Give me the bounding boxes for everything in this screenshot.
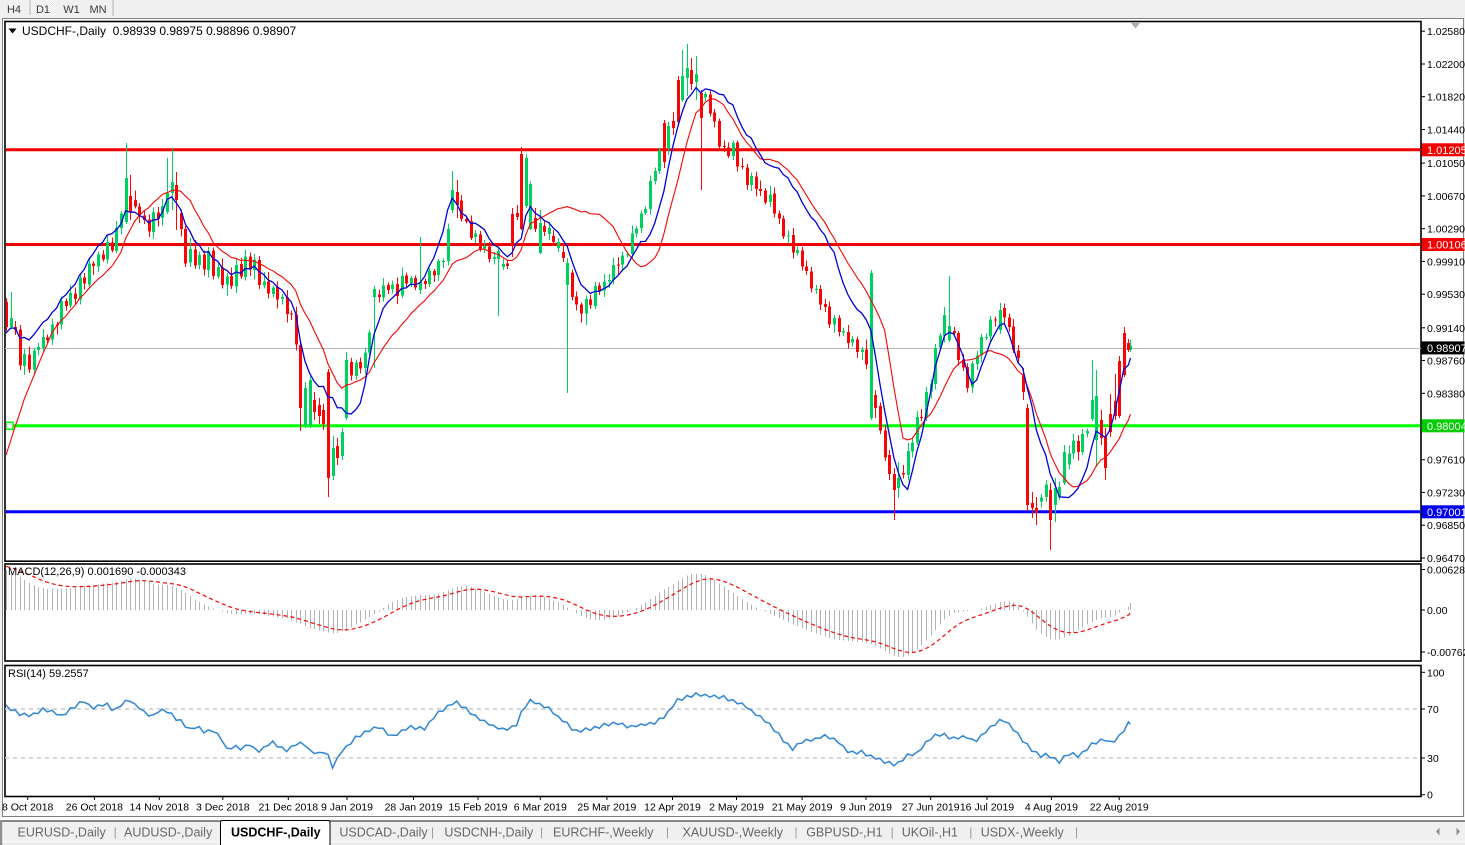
svg-text:16 Jul 2019: 16 Jul 2019: [960, 802, 1014, 814]
svg-text:W1: W1: [63, 4, 80, 16]
svg-text:0.98004: 0.98004: [1427, 421, 1465, 433]
svg-text:0.98380: 0.98380: [1427, 388, 1465, 400]
svg-text:1.02580: 1.02580: [1427, 26, 1465, 38]
svg-text:0.99140: 0.99140: [1427, 323, 1465, 335]
svg-text:|: |: [1075, 825, 1078, 839]
svg-text:0.98760: 0.98760: [1427, 356, 1465, 368]
svg-text:|: |: [969, 825, 972, 839]
svg-text:26 Oct 2018: 26 Oct 2018: [66, 802, 123, 814]
svg-text:28 Jan 2019: 28 Jan 2019: [385, 802, 443, 814]
svg-text:30: 30: [1427, 753, 1439, 765]
svg-text:1.01205: 1.01205: [1427, 145, 1465, 157]
svg-text:AUDUSD-,Daily: AUDUSD-,Daily: [124, 826, 213, 840]
svg-text:|: |: [666, 825, 669, 839]
svg-text:USDX-,Weekly: USDX-,Weekly: [981, 826, 1065, 840]
svg-text:|: |: [431, 825, 434, 839]
svg-text:|: |: [540, 825, 543, 839]
svg-text:D1: D1: [36, 4, 50, 16]
svg-text:1.00106: 1.00106: [1427, 240, 1465, 252]
svg-text:0.00: 0.00: [1427, 605, 1448, 617]
svg-text:6 Mar 2019: 6 Mar 2019: [514, 802, 567, 814]
svg-text:0.97230: 0.97230: [1427, 487, 1465, 499]
svg-text:MACD(12,26,9) 0.001690 -0.0003: MACD(12,26,9) 0.001690 -0.000343: [8, 566, 186, 578]
svg-text:XAUUSD-,Weekly: XAUUSD-,Weekly: [683, 826, 784, 840]
svg-text:GBPUSD-,H1: GBPUSD-,H1: [806, 826, 882, 840]
svg-text:3 Dec 2018: 3 Dec 2018: [196, 802, 250, 814]
svg-text:8 Oct 2018: 8 Oct 2018: [2, 802, 54, 814]
svg-text:1.01050: 1.01050: [1427, 158, 1465, 170]
svg-text:100: 100: [1427, 667, 1445, 679]
svg-text:9 Jan 2019: 9 Jan 2019: [321, 802, 373, 814]
svg-text:EURUSD-,Daily: EURUSD-,Daily: [18, 826, 107, 840]
svg-text:USDCAD-,Daily: USDCAD-,Daily: [339, 826, 428, 840]
svg-text:|: |: [891, 825, 894, 839]
svg-text:15 Feb 2019: 15 Feb 2019: [449, 802, 508, 814]
svg-text:0.96850: 0.96850: [1427, 520, 1465, 532]
svg-text:USDCHF-,Daily: USDCHF-,Daily: [231, 826, 321, 840]
svg-text:21 May 2019: 21 May 2019: [772, 802, 833, 814]
svg-text:1.00290: 1.00290: [1427, 224, 1465, 236]
svg-text:22 Aug 2019: 22 Aug 2019: [1090, 802, 1149, 814]
svg-text:EURCHF-,Weekly: EURCHF-,Weekly: [553, 826, 654, 840]
svg-text:21 Dec 2018: 21 Dec 2018: [259, 802, 319, 814]
svg-text:MN: MN: [89, 4, 106, 16]
svg-text:H4: H4: [7, 4, 21, 16]
svg-text:1.01440: 1.01440: [1427, 125, 1465, 137]
svg-text:0.96470: 0.96470: [1427, 553, 1465, 565]
svg-text:RSI(14) 59.2557: RSI(14) 59.2557: [8, 668, 89, 680]
svg-text:12 Apr 2019: 12 Apr 2019: [644, 802, 701, 814]
svg-text:27 Jun 2019: 27 Jun 2019: [902, 802, 960, 814]
svg-text:-0.00762: -0.00762: [1427, 647, 1465, 659]
svg-text:1.02200: 1.02200: [1427, 59, 1465, 71]
svg-text:0.97610: 0.97610: [1427, 455, 1465, 467]
svg-text:0.97001: 0.97001: [1427, 507, 1465, 519]
svg-text:USDCNH-,Daily: USDCNH-,Daily: [444, 826, 534, 840]
svg-text:|: |: [114, 825, 117, 839]
svg-text:1.00670: 1.00670: [1427, 191, 1465, 203]
svg-text:0: 0: [1427, 790, 1433, 802]
svg-text:UKOil-,H1: UKOil-,H1: [902, 826, 958, 840]
svg-text:0.98907: 0.98907: [1427, 343, 1465, 355]
svg-text:14 Nov 2018: 14 Nov 2018: [130, 802, 190, 814]
svg-text:1.01820: 1.01820: [1427, 92, 1465, 104]
svg-text:9 Jun 2019: 9 Jun 2019: [840, 802, 892, 814]
svg-text:2 May 2019: 2 May 2019: [709, 802, 764, 814]
svg-text:25 Mar 2019: 25 Mar 2019: [577, 802, 636, 814]
svg-text:0.99530: 0.99530: [1427, 289, 1465, 301]
svg-text:70: 70: [1427, 704, 1439, 716]
svg-text:USDCHF-,Daily 0.98939 0.98975: USDCHF-,Daily 0.98939 0.98975 0.98896 0.…: [22, 24, 297, 38]
svg-text:4 Aug 2019: 4 Aug 2019: [1025, 802, 1078, 814]
svg-text:0.006286: 0.006286: [1427, 565, 1465, 577]
svg-text:|: |: [795, 825, 798, 839]
svg-text:0.99910: 0.99910: [1427, 256, 1465, 268]
